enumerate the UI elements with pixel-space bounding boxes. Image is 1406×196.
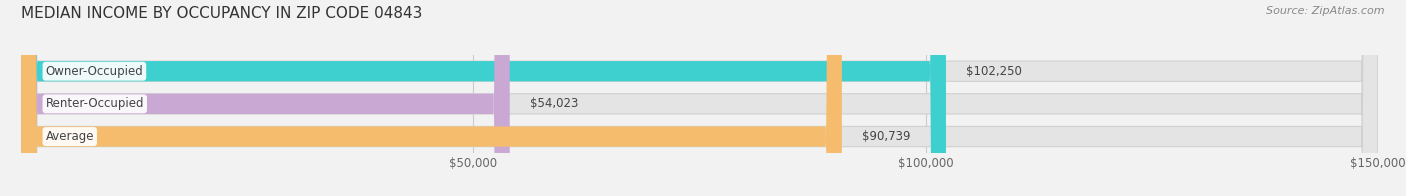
FancyBboxPatch shape xyxy=(21,0,510,196)
FancyBboxPatch shape xyxy=(21,0,1378,196)
FancyBboxPatch shape xyxy=(21,0,1378,196)
FancyBboxPatch shape xyxy=(21,0,1378,196)
Text: Source: ZipAtlas.com: Source: ZipAtlas.com xyxy=(1267,6,1385,16)
Text: $102,250: $102,250 xyxy=(966,65,1022,78)
Text: Renter-Occupied: Renter-Occupied xyxy=(45,97,143,110)
Text: MEDIAN INCOME BY OCCUPANCY IN ZIP CODE 04843: MEDIAN INCOME BY OCCUPANCY IN ZIP CODE 0… xyxy=(21,6,422,21)
FancyBboxPatch shape xyxy=(21,0,946,196)
Text: $54,023: $54,023 xyxy=(530,97,578,110)
Text: $90,739: $90,739 xyxy=(862,130,911,143)
FancyBboxPatch shape xyxy=(21,0,842,196)
Text: Average: Average xyxy=(45,130,94,143)
Text: Owner-Occupied: Owner-Occupied xyxy=(45,65,143,78)
